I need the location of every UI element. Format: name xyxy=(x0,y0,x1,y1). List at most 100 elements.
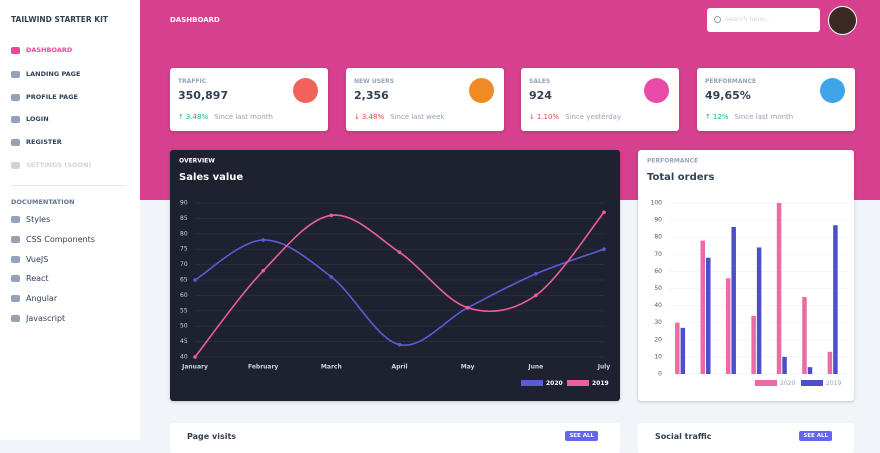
line-point xyxy=(465,305,470,310)
change-period: Since last month xyxy=(214,113,273,121)
line-point xyxy=(602,247,606,251)
change-value: 12% xyxy=(712,113,729,121)
doc-label: Javascript xyxy=(26,314,66,323)
nav-label: LOGIN xyxy=(26,115,49,123)
y-tick-label: 80 xyxy=(654,234,662,241)
stat-label: TRAFFIC xyxy=(178,78,207,85)
stat-change: ↑ 3.48% Since last month xyxy=(178,113,273,121)
brand[interactable]: TAILWIND STARTER KIT xyxy=(11,15,109,24)
bar xyxy=(680,327,686,374)
x-tick-label: February xyxy=(248,364,278,371)
change-period: Since last month xyxy=(734,113,794,121)
x-tick-label: May xyxy=(461,364,475,371)
nav-item[interactable]: LANDING PAGE xyxy=(11,70,80,78)
nav-item[interactable]: LOGIN xyxy=(11,115,49,123)
doc-icon xyxy=(11,216,20,223)
y-tick-label: 40 xyxy=(654,302,662,309)
legend-label: 2019 xyxy=(592,380,609,387)
doc-label: Styles xyxy=(26,215,51,224)
bar xyxy=(827,351,833,374)
line-point xyxy=(329,213,334,218)
trend-arrow: ↑ xyxy=(178,113,184,121)
search-box[interactable]: Search here... xyxy=(707,8,820,32)
bar xyxy=(675,322,680,374)
stat-value: 924 xyxy=(529,89,552,102)
doc-item[interactable]: Styles xyxy=(11,215,50,224)
y-tick-label: 30 xyxy=(654,319,662,326)
legend-label: 2020 xyxy=(546,380,563,387)
y-tick-label: 85 xyxy=(180,215,188,222)
line-point xyxy=(397,250,402,255)
stat-icon xyxy=(820,78,845,103)
stat-label: NEW USERS xyxy=(354,78,395,85)
x-tick-label: July xyxy=(597,364,611,371)
y-tick-label: 40 xyxy=(180,354,188,361)
legend-swatch xyxy=(801,380,823,386)
y-tick-label: 100 xyxy=(651,200,663,207)
bar xyxy=(802,297,807,374)
chart-subtitle: OVERVIEW xyxy=(179,158,215,165)
y-tick-label: 90 xyxy=(654,217,662,224)
legend-label: 2019 xyxy=(826,380,841,387)
legend-swatch xyxy=(567,380,589,386)
nav-item[interactable]: PROFILE PAGE xyxy=(11,93,78,101)
bar xyxy=(776,203,782,374)
stat-label: PERFORMANCE xyxy=(705,78,757,85)
doc-item[interactable]: VueJS xyxy=(11,255,48,264)
bar xyxy=(700,240,706,374)
doc-item[interactable]: CSS Components xyxy=(11,235,95,244)
nav-item[interactable]: SETTINGS (SOON) xyxy=(11,161,91,169)
doc-label: CSS Components xyxy=(26,234,95,244)
see-all-button[interactable]: SEE ALL xyxy=(799,431,832,441)
stat-change: ↓ 1.10% Since yesterday xyxy=(529,113,621,121)
legend-swatch xyxy=(521,380,543,386)
x-tick-label: June xyxy=(527,364,543,371)
nav-item[interactable]: REGISTER xyxy=(11,138,62,146)
stat-icon xyxy=(469,78,494,103)
line-point xyxy=(193,278,197,282)
change-period: Since yesterday xyxy=(565,113,622,121)
line-point xyxy=(193,355,197,359)
line-point xyxy=(261,268,265,273)
stat-change: ↑ 12% Since last month xyxy=(705,113,793,121)
nav-icon xyxy=(11,93,20,101)
y-tick-label: 80 xyxy=(180,230,188,237)
doc-icon xyxy=(11,295,20,303)
line-point xyxy=(329,275,334,279)
stat-value: 49,65% xyxy=(705,89,751,102)
doc-item[interactable]: React xyxy=(11,274,49,283)
nav-item[interactable]: DASHBOARD xyxy=(11,46,72,54)
search-placeholder: Search here... xyxy=(725,15,771,23)
x-tick-label: January xyxy=(181,364,208,371)
bar xyxy=(782,356,787,374)
y-tick-label: 0 xyxy=(658,371,662,378)
doc-item[interactable]: Angular xyxy=(11,294,57,303)
panel-title: Social traffic xyxy=(655,432,712,441)
line-point xyxy=(602,210,606,215)
change-value: 3.48% xyxy=(361,113,385,121)
divider xyxy=(11,185,126,186)
nav-icon xyxy=(11,46,20,54)
doc-label: React xyxy=(26,274,49,284)
stat-icon xyxy=(644,78,669,103)
nav-icon xyxy=(11,115,20,123)
avatar[interactable] xyxy=(828,6,857,35)
nav-icon xyxy=(11,161,20,169)
y-tick-label: 50 xyxy=(654,285,662,292)
stat-card: PERFORMANCE 49,65% ↑ 12% Since last month xyxy=(697,68,855,131)
see-all-button[interactable]: SEE ALL xyxy=(565,431,598,441)
trend-arrow: ↑ xyxy=(705,113,711,121)
nav-label: REGISTER xyxy=(26,138,62,146)
line-point xyxy=(397,342,402,347)
stat-value: 2,356 xyxy=(354,89,389,102)
y-tick-label: 50 xyxy=(180,323,188,330)
trend-arrow: ↓ xyxy=(354,113,360,121)
stat-card: SALES 924 ↓ 1.10% Since yesterday xyxy=(521,68,679,131)
stat-label: SALES xyxy=(529,78,551,85)
nav-label: SETTINGS (SOON) xyxy=(26,161,92,169)
doc-item[interactable]: Javascript xyxy=(11,314,65,323)
x-tick-label: April xyxy=(391,364,407,371)
bar xyxy=(706,257,711,374)
nav-icon xyxy=(11,70,20,78)
